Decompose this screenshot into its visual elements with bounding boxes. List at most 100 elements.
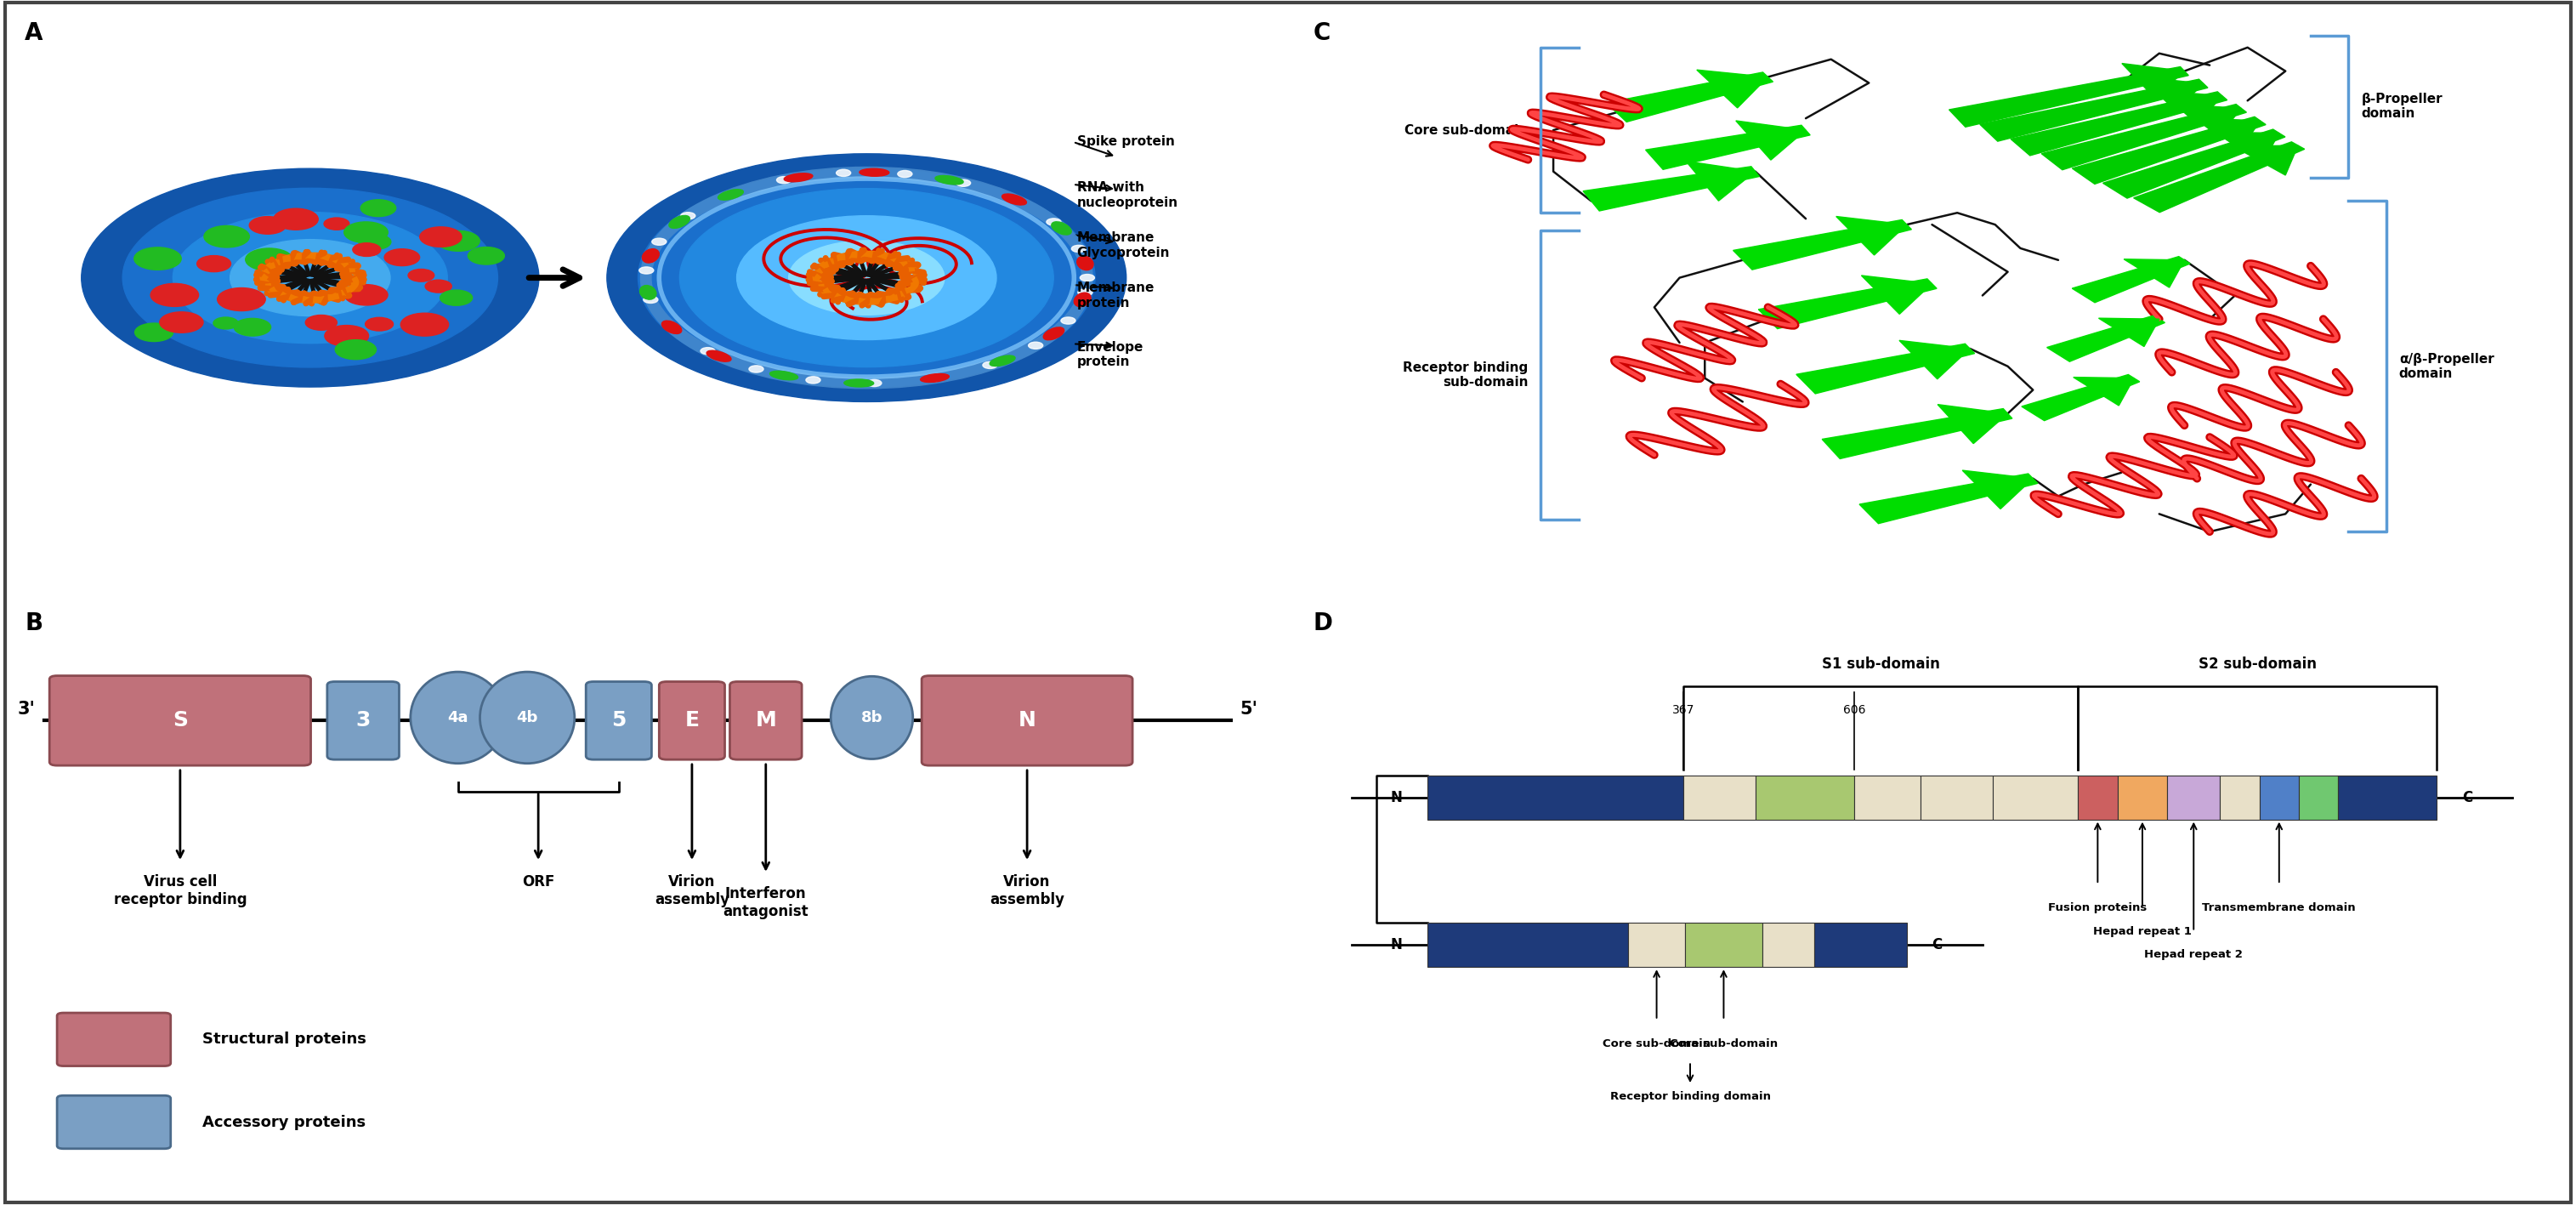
Polygon shape — [1698, 70, 1767, 108]
Text: S2 sub-domain: S2 sub-domain — [2197, 657, 2316, 672]
Circle shape — [1079, 275, 1095, 281]
Text: 5: 5 — [611, 711, 626, 730]
Text: Receptor binding domain: Receptor binding domain — [1610, 1091, 1770, 1103]
Circle shape — [788, 241, 945, 315]
Text: 606: 606 — [1844, 705, 1865, 716]
Bar — [1855, 775, 1919, 819]
Polygon shape — [2177, 105, 2241, 136]
Circle shape — [402, 313, 448, 336]
Circle shape — [366, 317, 394, 331]
Polygon shape — [1795, 343, 1976, 394]
Circle shape — [420, 227, 461, 247]
Circle shape — [438, 231, 479, 251]
Circle shape — [927, 375, 943, 382]
Text: 3': 3' — [18, 700, 36, 718]
Text: C: C — [2463, 789, 2473, 805]
Polygon shape — [2071, 257, 2190, 302]
Polygon shape — [1950, 66, 2190, 127]
FancyBboxPatch shape — [57, 1095, 170, 1148]
Text: 4a: 4a — [448, 710, 469, 725]
Ellipse shape — [1043, 328, 1064, 340]
Bar — [2079, 775, 2117, 819]
Polygon shape — [2074, 377, 2133, 406]
Circle shape — [353, 243, 381, 257]
Ellipse shape — [989, 355, 1015, 366]
Text: Core sub-domain: Core sub-domain — [1602, 1038, 1710, 1050]
Polygon shape — [2102, 129, 2285, 198]
Circle shape — [234, 318, 270, 336]
Polygon shape — [1862, 276, 1932, 315]
Circle shape — [981, 361, 997, 369]
Circle shape — [1077, 289, 1092, 296]
Polygon shape — [1937, 405, 2007, 443]
Ellipse shape — [641, 249, 659, 263]
Ellipse shape — [935, 176, 963, 184]
Circle shape — [1061, 317, 1074, 324]
Text: Core sub-domain: Core sub-domain — [1404, 124, 1528, 136]
Text: S1 sub-domain: S1 sub-domain — [1821, 657, 1940, 672]
Circle shape — [1007, 196, 1023, 202]
Bar — [1919, 775, 1991, 819]
FancyBboxPatch shape — [729, 682, 801, 759]
Text: N: N — [1391, 937, 1401, 953]
Ellipse shape — [1077, 255, 1092, 270]
Text: 4b: 4b — [515, 710, 538, 725]
Circle shape — [639, 268, 654, 274]
Circle shape — [956, 180, 971, 187]
FancyBboxPatch shape — [922, 676, 1133, 765]
Circle shape — [440, 290, 471, 306]
Text: Virion
assembly: Virion assembly — [654, 874, 729, 907]
Circle shape — [134, 323, 173, 341]
Polygon shape — [2133, 142, 2306, 212]
Circle shape — [325, 218, 350, 230]
Circle shape — [868, 380, 881, 387]
Text: C: C — [1932, 937, 1942, 953]
FancyBboxPatch shape — [49, 676, 312, 765]
Text: M: M — [755, 711, 775, 730]
Text: Virus cell
receptor binding: Virus cell receptor binding — [113, 874, 247, 907]
Text: 367: 367 — [1672, 705, 1695, 716]
Text: Accessory proteins: Accessory proteins — [201, 1115, 366, 1130]
Circle shape — [149, 283, 198, 306]
Circle shape — [216, 288, 265, 311]
Circle shape — [124, 188, 497, 368]
Circle shape — [680, 212, 696, 219]
Circle shape — [750, 365, 762, 372]
Text: Membrane
protein: Membrane protein — [1077, 282, 1154, 310]
Circle shape — [245, 248, 294, 271]
Polygon shape — [2012, 92, 2228, 155]
Polygon shape — [1685, 161, 1754, 201]
Polygon shape — [1646, 125, 1811, 170]
Ellipse shape — [1002, 194, 1025, 205]
Circle shape — [361, 200, 397, 217]
Bar — [1628, 923, 1685, 968]
Text: N: N — [1391, 789, 1401, 805]
Circle shape — [608, 154, 1126, 401]
Circle shape — [639, 169, 1095, 387]
Circle shape — [775, 177, 791, 183]
Polygon shape — [1981, 80, 2208, 141]
Circle shape — [737, 216, 997, 340]
Ellipse shape — [662, 321, 683, 334]
Circle shape — [345, 222, 389, 243]
Polygon shape — [2141, 77, 2202, 111]
Polygon shape — [1734, 219, 1911, 270]
Text: Fusion proteins: Fusion proteins — [2048, 903, 2146, 913]
Circle shape — [652, 239, 667, 245]
Ellipse shape — [845, 380, 873, 387]
Text: E: E — [685, 711, 698, 730]
Circle shape — [1072, 246, 1087, 252]
Circle shape — [134, 247, 180, 270]
Polygon shape — [2022, 375, 2141, 421]
Text: Interferon
antagonist: Interferon antagonist — [724, 886, 809, 919]
Polygon shape — [2215, 133, 2280, 163]
Polygon shape — [1607, 72, 1772, 122]
Text: Virion
assembly: Virion assembly — [989, 874, 1064, 907]
Bar — [2221, 775, 2259, 819]
Ellipse shape — [920, 374, 948, 382]
Polygon shape — [1899, 341, 1971, 380]
Bar — [2117, 775, 2166, 819]
Text: A: A — [26, 20, 44, 45]
Text: S: S — [173, 711, 188, 730]
Circle shape — [160, 312, 204, 333]
